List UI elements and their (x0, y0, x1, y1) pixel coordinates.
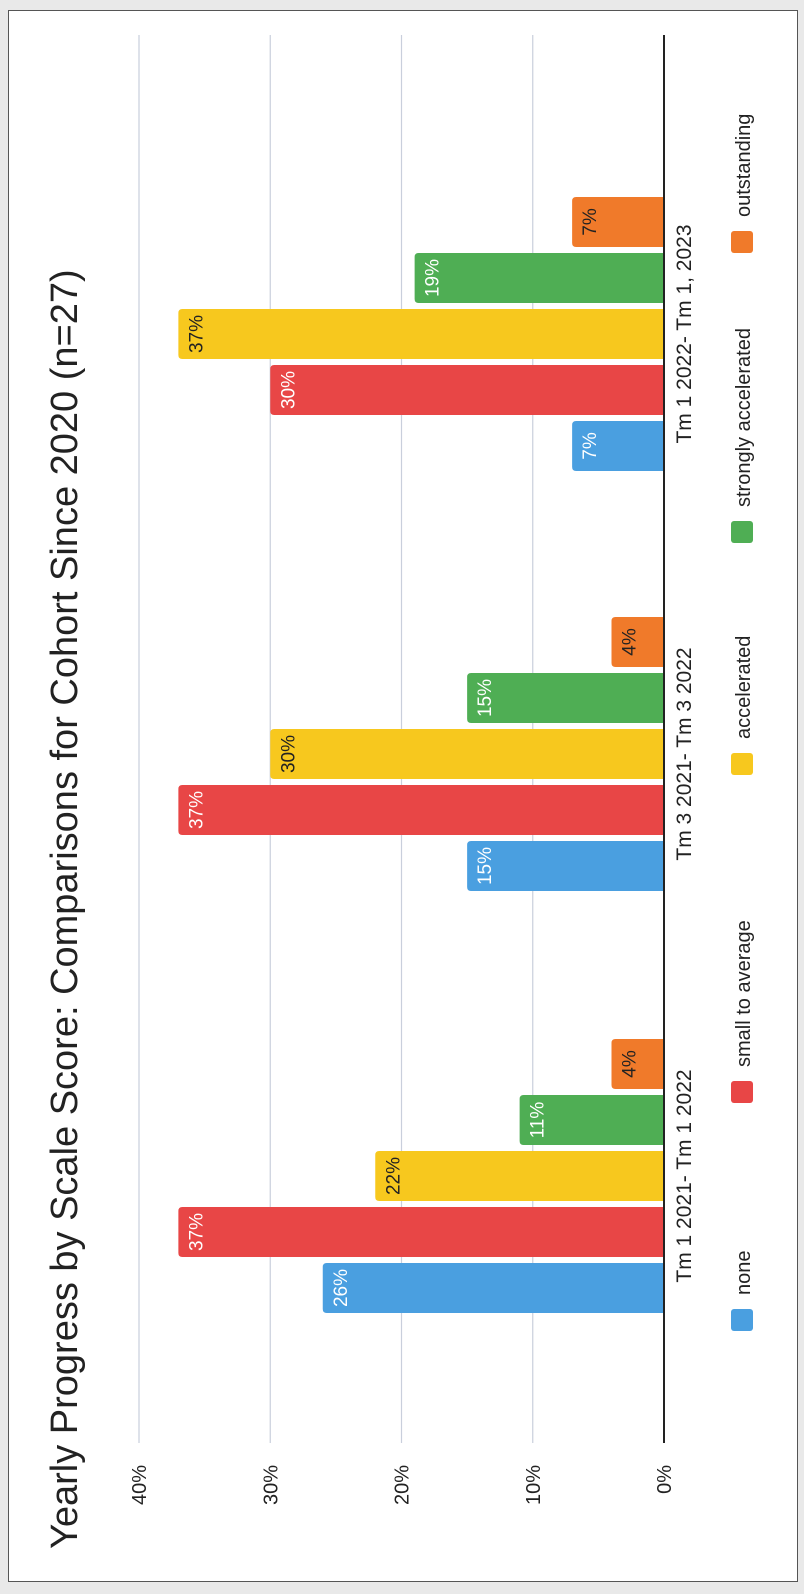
bar (270, 365, 664, 415)
data-label: 4% (620, 628, 641, 656)
data-label: 15% (475, 847, 496, 885)
bar (178, 785, 664, 835)
x-tick-label: Tm 1 2021- Tm 1 2022 (673, 1069, 696, 1282)
chart-stage: Yearly Progress by Scale Score: Comparis… (9, 11, 799, 1583)
data-label: 37% (186, 791, 207, 829)
bar (611, 617, 664, 667)
legend-label: accelerated (733, 636, 755, 739)
legend-swatch (731, 1309, 753, 1331)
bar (375, 1151, 664, 1201)
y-tick-label: 10% (523, 1465, 545, 1505)
chart-title: Yearly Progress by Scale Score: Comparis… (44, 269, 86, 1549)
data-label: 30% (278, 371, 299, 409)
x-tick-label: Tm 1 2022- Tm 1, 2023 (673, 224, 696, 443)
legend-swatch (731, 1081, 753, 1103)
axes: 0% 10% 20% 30% 40% Tm 1 2021- Tm 1 2022 Tm 3 2… (129, 35, 696, 1505)
data-label: 37% (186, 1213, 207, 1251)
legend-label: none (733, 1251, 755, 1296)
bar (572, 197, 664, 247)
data-label: 4% (620, 1050, 641, 1078)
bar (519, 1095, 664, 1145)
x-tick-label: Tm 3 2021- Tm 3 2022 (673, 647, 696, 860)
legend-label: strongly accelerated (733, 328, 755, 507)
page-frame: Yearly Progress by Scale Score: Comparis… (8, 10, 798, 1582)
bar (178, 1207, 664, 1257)
data-label: 19% (423, 259, 444, 297)
data-label: 26% (331, 1269, 352, 1307)
bar-chart: Yearly Progress by Scale Score: Comparis… (44, 35, 755, 1549)
y-tick-label: 20% (392, 1465, 414, 1505)
bar (611, 1039, 664, 1089)
legend: none small to average accelerated strongly … (731, 114, 755, 1331)
bars: 26% 37% 22% 11% 4% 15% 37% 30% 15% 4% 7% 30% 37% 19% 7… (178, 197, 664, 1313)
legend-swatch (731, 231, 753, 253)
data-label: 11% (528, 1102, 549, 1139)
bar (467, 673, 664, 723)
bar (270, 729, 664, 779)
legend-swatch (731, 521, 753, 543)
bar (414, 253, 664, 303)
y-tick-label: 30% (260, 1465, 282, 1505)
bar (572, 421, 664, 471)
data-label: 15% (475, 679, 496, 717)
bar (322, 1263, 664, 1313)
y-tick-label: 0% (654, 1465, 676, 1494)
data-label: 7% (580, 432, 601, 460)
data-label: 7% (580, 208, 601, 236)
legend-label: small to average (733, 920, 755, 1067)
bar (467, 841, 664, 891)
legend-swatch (731, 753, 753, 775)
data-label: 37% (186, 315, 207, 353)
y-tick-label: 40% (129, 1465, 151, 1505)
data-label: 22% (383, 1157, 404, 1195)
bar (178, 309, 664, 359)
legend-label: outstanding (733, 114, 755, 217)
data-label: 30% (278, 735, 299, 773)
